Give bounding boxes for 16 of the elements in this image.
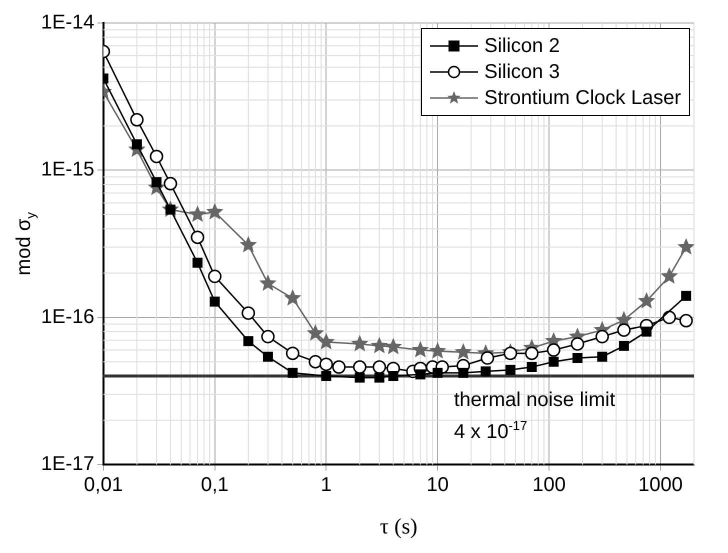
y-tick-label: 1E-16	[40, 306, 94, 328]
legend-label: Silicon 2	[484, 34, 560, 59]
x-tick-label: 10	[426, 474, 449, 496]
y-tick-label: 1E-15	[40, 158, 94, 181]
ref-line-label: thermal noise limit	[454, 388, 616, 411]
legend-label: Strontium Clock Laser	[484, 86, 681, 111]
x-tick-label: 100	[532, 474, 566, 496]
x-tick-label: 1000	[638, 474, 683, 496]
y-tick-label: 1E-17	[40, 453, 94, 476]
y-axis-title: mod σy	[13, 212, 38, 276]
x-tick-label: 1	[320, 474, 332, 496]
x-axis-title: τ (s)	[380, 514, 418, 539]
x-tick-label: 0,01	[84, 474, 123, 496]
legend-label: Silicon 3	[484, 60, 560, 85]
y-tick-label: 1E-14	[40, 12, 94, 34]
x-tick-label: 0,1	[200, 474, 229, 496]
